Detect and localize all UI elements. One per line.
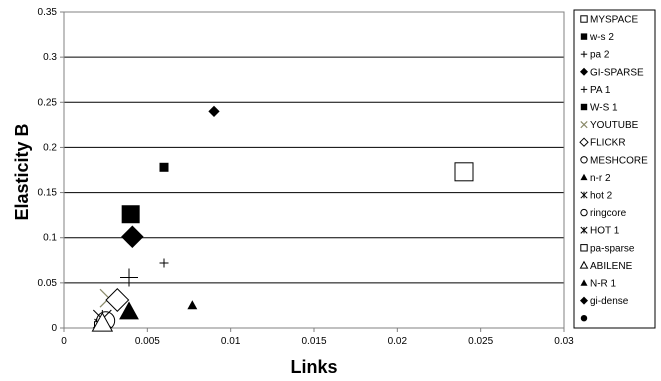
x-axis-title: Links xyxy=(290,357,337,377)
y-tick-label: 0 xyxy=(51,323,57,334)
legend-label: ABILENE xyxy=(590,261,633,272)
legend-item: gi-dense xyxy=(580,296,629,307)
legend-marker xyxy=(580,315,588,322)
legend-item: w-s 2 xyxy=(580,32,614,43)
legend-marker xyxy=(580,226,588,234)
legend-item: pa 2 xyxy=(580,50,610,61)
legend-label: MESHCORE xyxy=(590,155,648,166)
gridlines xyxy=(64,56,564,284)
legend-marker xyxy=(580,51,588,58)
x-tick-label: 0.015 xyxy=(301,336,326,347)
x-tick-label: 0.03 xyxy=(554,336,574,347)
legend-item: W-S 1 xyxy=(580,103,618,114)
y-tick-label: 0.25 xyxy=(38,97,58,108)
legend-label: W-S 1 xyxy=(590,103,618,114)
legend-marker xyxy=(580,296,588,305)
legend-marker xyxy=(580,156,588,164)
legend-item xyxy=(580,315,588,322)
y-tick-label: 0.3 xyxy=(43,52,57,63)
legend-item: PA 1 xyxy=(580,85,611,96)
legend-item: n-r 2 xyxy=(580,173,611,184)
y-tick-label: 0.15 xyxy=(38,188,58,199)
legend-marker xyxy=(580,120,588,129)
data-markers xyxy=(91,105,474,332)
legend-marker xyxy=(579,137,589,147)
y-tick-label: 0.2 xyxy=(43,142,57,153)
data-point-flickr xyxy=(105,288,130,312)
legend-box xyxy=(573,9,656,329)
plot-area-border xyxy=(63,11,565,329)
legend-item: hot 2 xyxy=(580,191,613,202)
legend-marker xyxy=(580,173,588,181)
legend-label: HOT 1 xyxy=(590,226,620,237)
legend-marker xyxy=(580,15,588,23)
legend-label: n-r 2 xyxy=(590,173,611,184)
legend-item: ABILENE xyxy=(579,260,633,272)
y-tick-label: 0.05 xyxy=(38,278,58,289)
data-point-w-s-2 xyxy=(159,162,169,172)
data-point-gi-dense xyxy=(121,225,144,249)
legend-label: PA 1 xyxy=(590,85,611,96)
data-point-gi-sparse xyxy=(208,105,220,117)
x-tick-label: 0.01 xyxy=(221,336,241,347)
legend-marker xyxy=(580,208,588,217)
legend-item: YOUTUBE xyxy=(580,120,639,131)
legend-label: GI-SPARSE xyxy=(590,67,644,78)
legend-marker xyxy=(580,279,588,286)
legend-item: HOT 1 xyxy=(580,226,620,237)
x-tick-label: 0.02 xyxy=(388,336,408,347)
x-tick-label: 0.005 xyxy=(135,336,160,347)
legend-marker xyxy=(580,103,588,111)
legend-item: ringcore xyxy=(580,208,627,219)
legend-label: gi-dense xyxy=(590,296,629,307)
legend-item: FLICKR xyxy=(579,137,626,149)
legend-label: YOUTUBE xyxy=(590,120,639,131)
legend: MYSPACE w-s 2 pa 2 GI-SPARSE PA 1 W-S 1 YOUTUB… xyxy=(579,15,648,322)
legend-item: GI-SPARSE xyxy=(580,67,644,78)
data-point-n-r-1 xyxy=(119,301,139,320)
legend-label: N-R 1 xyxy=(590,279,617,290)
legend-label: pa-sparse xyxy=(590,243,635,254)
legend-label: w-s 2 xyxy=(589,32,614,43)
legend-label: MYSPACE xyxy=(590,15,638,26)
y-tick-label: 0.35 xyxy=(38,7,58,18)
legend-item: pa-sparse xyxy=(580,243,635,254)
legend-marker xyxy=(580,191,588,199)
data-point-n-r-2 xyxy=(187,300,198,310)
legend-item: N-R 1 xyxy=(580,279,617,290)
legend-marker xyxy=(580,244,588,252)
legend-item: MYSPACE xyxy=(580,15,638,26)
data-point-myspace xyxy=(454,162,474,182)
x-tick-label: 0.025 xyxy=(468,336,493,347)
legend-item: MESHCORE xyxy=(580,155,648,166)
y-axis-title: Elasticity B xyxy=(12,123,32,220)
legend-marker xyxy=(579,260,589,269)
legend-marker xyxy=(580,33,588,40)
legend-marker xyxy=(580,67,588,76)
data-point-abilene xyxy=(91,312,114,332)
axis-ticks: 0 0.05 0.1 0.15 0.2 0.25 0.3 0.35 0 0.005 0.01 0.01… xyxy=(38,7,575,347)
legend-label: pa 2 xyxy=(590,50,610,61)
data-point-pa-1 xyxy=(120,268,138,287)
y-tick-label: 0.1 xyxy=(43,233,57,244)
legend-marker xyxy=(580,86,588,93)
legend-label: ringcore xyxy=(590,208,627,219)
x-tick-label: 0 xyxy=(61,336,67,347)
legend-label: FLICKR xyxy=(590,138,626,149)
data-point-pa-2 xyxy=(159,258,169,268)
legend-label: hot 2 xyxy=(590,191,613,202)
data-point-w-s-1 xyxy=(121,205,140,224)
